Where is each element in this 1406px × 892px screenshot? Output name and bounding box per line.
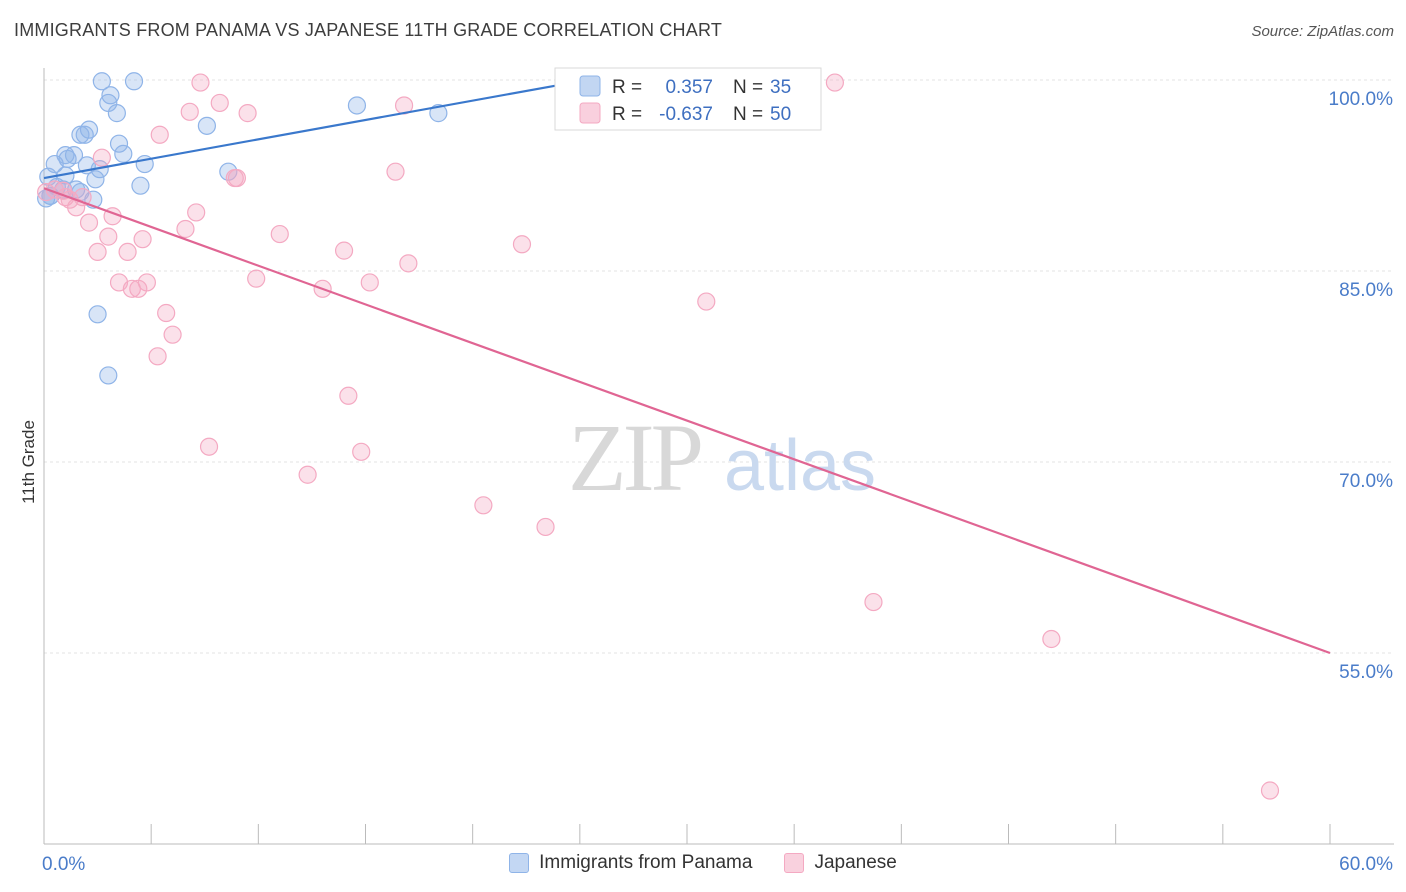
japanese-point: [118, 242, 137, 261]
japanese-point: [210, 93, 229, 113]
y-tick-label: 100.0%: [1329, 89, 1394, 110]
japanese-point: [399, 254, 418, 273]
panama-point: [197, 116, 216, 135]
japanese-point: [129, 279, 148, 298]
japanese-point: [99, 227, 118, 246]
panama-point: [347, 96, 367, 115]
japanese-point: [1260, 781, 1280, 800]
panama-point: [124, 72, 144, 91]
japanese-point: [122, 279, 141, 298]
panama-point: [114, 144, 133, 163]
panama-point: [86, 170, 105, 189]
japanese-point: [825, 73, 844, 92]
japanese-point: [163, 325, 182, 344]
y-tick-label: 85.0%: [1339, 280, 1393, 301]
japanese-point: [133, 230, 152, 249]
panama-trend-line: [43, 80, 581, 180]
japanese-point: [199, 437, 219, 456]
panama-point: [99, 366, 118, 385]
legend-label-japanese: Japanese: [814, 852, 897, 873]
watermark-zip: ZIP: [568, 404, 701, 511]
japanese-trend-line: [43, 187, 1331, 655]
japanese-point: [187, 203, 206, 222]
legend-swatch-japanese: [784, 853, 805, 873]
panama-point: [109, 134, 129, 153]
y-tick-label: 70.0%: [1339, 471, 1393, 492]
panama-point: [107, 104, 126, 123]
japanese-point: [238, 104, 257, 123]
legend-item-panama[interactable]: Immigrants from Panama: [509, 852, 752, 874]
japanese-point: [191, 73, 210, 92]
x-tick-label-start: 0.0%: [42, 854, 85, 875]
japanese-point: [536, 517, 555, 537]
stat-swatch: [579, 102, 601, 124]
r-value: 0.357: [665, 77, 713, 98]
japanese-point: [270, 224, 289, 244]
japanese-point: [339, 386, 358, 405]
panama-point: [131, 176, 150, 195]
n-value: 50: [770, 104, 791, 125]
japanese-point: [697, 292, 716, 311]
x-tick-label-end: 60.0%: [1339, 854, 1393, 875]
legend-item-japanese[interactable]: Japanese: [784, 852, 897, 874]
chart-title: IMMIGRANTS FROM PANAMA VS JAPANESE 11TH …: [14, 20, 723, 40]
japanese-point: [352, 442, 371, 461]
stat-legend: R = 0.357 N = 35 R = -0.637 N = 50: [554, 67, 822, 131]
tick-labels: 55.0% 70.0% 85.0% 100.0% 0.0% 60.0% 11th Grade: [19, 89, 1393, 875]
japanese-point: [180, 102, 199, 121]
japanese-point: [1042, 629, 1061, 649]
bottom-legend: Immigrants from Panama Japanese: [0, 852, 1406, 874]
y-axis-label: 11th Grade: [19, 420, 38, 504]
japanese-point: [176, 219, 195, 239]
trend-lines: [43, 80, 1331, 655]
panama-point: [88, 305, 107, 324]
japanese-point: [360, 273, 379, 292]
y-tick-label: 55.0%: [1339, 662, 1393, 683]
n-label: N =: [733, 104, 763, 125]
r-label: R =: [612, 77, 642, 98]
r-value: -0.637: [659, 104, 713, 125]
n-value: 35: [770, 77, 791, 98]
panama-point: [92, 72, 111, 91]
source-credit: Source: ZipAtlas.com: [1251, 23, 1394, 40]
japanese-point: [247, 269, 266, 288]
japanese-point: [150, 125, 169, 144]
japanese-point: [512, 235, 532, 254]
japanese-point: [474, 496, 493, 515]
watermark-atlas: atlas: [724, 426, 876, 506]
panama-point: [429, 104, 448, 123]
japanese-point: [79, 213, 99, 232]
legend-swatch-panama: [509, 853, 530, 873]
japanese-point: [864, 592, 883, 612]
stat-swatch: [579, 75, 601, 97]
japanese-point: [148, 347, 167, 366]
japanese-point: [227, 168, 246, 188]
n-label: N =: [733, 77, 763, 98]
panama-point: [71, 125, 90, 144]
axes: [43, 68, 1394, 845]
japanese-point: [157, 303, 176, 323]
gridlines: [44, 79, 1394, 654]
panama-point: [75, 125, 94, 144]
r-label: R =: [612, 104, 642, 125]
japanese-point: [92, 148, 111, 167]
japanese-point: [88, 242, 107, 261]
japanese-point: [298, 465, 317, 484]
watermark: ZIP atlas: [568, 404, 876, 511]
japanese-point: [386, 162, 405, 181]
legend-label-panama: Immigrants from Panama: [539, 852, 753, 873]
japanese-point: [334, 241, 354, 260]
